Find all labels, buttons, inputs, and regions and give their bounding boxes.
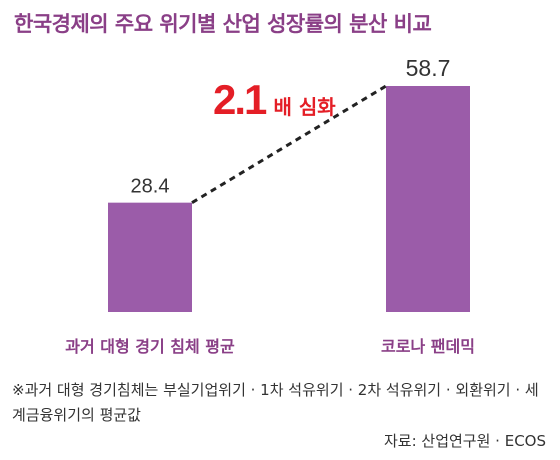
dashed-connector xyxy=(191,84,387,204)
bar-2 xyxy=(386,86,470,312)
value-label-2: 58.7 xyxy=(406,55,451,81)
footnote: ※과거 대형 경기침체는 부실기업위기 · 1차 석유위기 · 2차 석유위기 … xyxy=(12,381,539,424)
growth-annotation: 2.1 배 심화 xyxy=(213,76,336,123)
chart-marks: 28.4 과거 대형 경기 침체 평균 58.7 코로나 팬데믹 xyxy=(65,55,475,356)
category-label-2: 코로나 팬데믹 xyxy=(381,337,475,356)
value-label-1: 28.4 xyxy=(131,176,170,198)
bar-chart: 28.4 과거 대형 경기 침체 평균 58.7 코로나 팬데믹 2.1 배 심화 xyxy=(65,55,475,356)
source-text: 자료: 산업연구원 · ECOS xyxy=(383,432,546,450)
annotation-number: 2.1 xyxy=(213,76,267,123)
annotation-suffix: 배 심화 xyxy=(273,95,336,119)
chart-title: 한국경제의 주요 위기별 산업 성장률의 분산 비교 xyxy=(14,12,432,36)
category-label-1: 과거 대형 경기 침체 평균 xyxy=(65,337,235,356)
bar-1 xyxy=(108,202,192,312)
